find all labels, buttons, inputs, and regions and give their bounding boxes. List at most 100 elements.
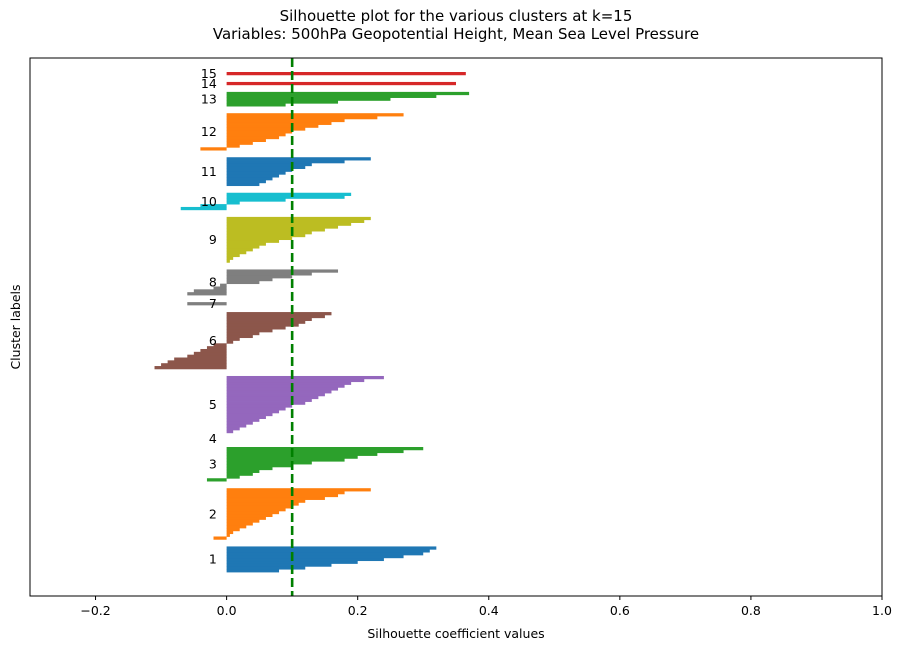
y-axis-label: Cluster labels	[8, 284, 23, 369]
silhouette-bar	[226, 393, 325, 397]
silhouette-bar	[226, 219, 365, 223]
silhouette-bar	[226, 421, 253, 425]
silhouette-bar	[226, 424, 247, 428]
silhouette-bar	[226, 466, 273, 471]
silhouette-bar	[226, 475, 240, 479]
silhouette-bar	[226, 314, 325, 319]
silhouette-bar	[226, 525, 247, 529]
x-axis-label: Silhouette coefficient values	[367, 626, 544, 641]
silhouette-bar	[226, 410, 280, 414]
cluster-label: 8	[209, 275, 217, 290]
silhouette-bar	[174, 357, 227, 361]
x-tick-label: 0.2	[348, 603, 368, 618]
x-tick-label: 0.8	[741, 603, 761, 618]
silhouette-bar	[226, 94, 437, 98]
silhouette-bar	[226, 401, 306, 405]
silhouette-bar	[226, 144, 240, 148]
silhouette-bar	[226, 256, 234, 260]
silhouette-bar	[226, 429, 234, 434]
silhouette-bar	[226, 253, 240, 258]
silhouette-bar	[226, 472, 253, 476]
silhouette-bar	[226, 375, 384, 380]
silhouette-bar	[226, 378, 365, 383]
silhouette-bar	[226, 250, 247, 255]
x-tick-label: 0.0	[217, 603, 237, 618]
silhouette-bar	[226, 225, 339, 229]
silhouette-bar	[226, 469, 260, 473]
silhouette-bar	[226, 192, 352, 196]
silhouette-bar	[226, 510, 280, 515]
silhouette-bar	[226, 127, 306, 131]
silhouette-bar	[226, 560, 358, 564]
silhouette-bar	[226, 493, 339, 498]
cluster-label: 6	[209, 333, 217, 348]
silhouette-bar	[226, 195, 345, 199]
silhouette-bar	[226, 398, 312, 402]
silhouette-bar	[226, 563, 332, 567]
silhouette-bar	[226, 552, 424, 556]
silhouette-bar	[226, 337, 240, 341]
silhouette-bar	[226, 124, 319, 128]
silhouette-bar	[226, 216, 371, 221]
silhouette-bar	[226, 412, 273, 417]
silhouette-bar	[226, 242, 266, 246]
silhouette-bar	[200, 204, 227, 208]
silhouette-bar	[226, 340, 234, 344]
silhouette-bar	[226, 135, 280, 140]
silhouette-bar	[226, 331, 260, 336]
x-tick-label: 0.6	[610, 603, 630, 618]
silhouette-bar	[226, 546, 437, 550]
silhouette-bar	[226, 182, 260, 187]
silhouette-bar	[226, 326, 286, 330]
silhouette-bar	[226, 97, 391, 101]
silhouette-bar	[226, 329, 273, 333]
silhouette-bar	[187, 302, 227, 306]
silhouette-bar	[226, 549, 430, 553]
cluster-label: 9	[209, 232, 217, 247]
silhouette-bar	[200, 348, 227, 353]
silhouette-bar	[226, 233, 306, 238]
cluster-label: 14	[201, 76, 217, 91]
silhouette-bar	[226, 569, 280, 573]
silhouette-bar	[226, 491, 345, 495]
x-tick-label: −0.2	[80, 603, 110, 618]
silhouette-bar	[226, 452, 378, 456]
silhouette-bar	[226, 72, 466, 76]
silhouette-bar	[226, 259, 230, 263]
silhouette-bar	[226, 533, 230, 537]
silhouette-bar	[226, 280, 260, 285]
silhouette-bar	[226, 530, 234, 535]
cluster-label: 3	[209, 457, 217, 472]
silhouette-bar	[226, 174, 280, 178]
cluster-label: 4	[209, 431, 217, 446]
cluster-label: 5	[209, 397, 217, 412]
silhouette-bar	[220, 283, 227, 287]
silhouette-bar	[226, 395, 319, 400]
silhouette-bar	[226, 121, 332, 125]
silhouette-bar	[226, 100, 339, 104]
silhouette-bar	[226, 162, 312, 167]
silhouette-bar	[226, 133, 286, 137]
silhouette-bar	[226, 427, 240, 431]
silhouette-bar	[226, 455, 358, 459]
silhouette-bar	[226, 381, 352, 385]
chart-title-line-1: Silhouette plot for the various clusters…	[280, 7, 633, 25]
x-tick-label: 0.4	[479, 603, 499, 618]
chart-title-line-2: Variables: 500hPa Geopotential Height, M…	[213, 25, 699, 43]
silhouette-bar	[226, 508, 286, 512]
silhouette-bar	[226, 387, 339, 391]
silhouette-bar	[226, 418, 260, 422]
silhouette-bar	[226, 464, 293, 468]
silhouette-bar	[226, 81, 456, 86]
silhouette-bar	[226, 449, 404, 454]
silhouette-bar	[226, 404, 293, 408]
silhouette-bar	[180, 206, 227, 211]
silhouette-bar	[226, 236, 293, 241]
cluster-label: 15	[201, 66, 217, 81]
silhouette-bar	[226, 130, 293, 134]
silhouette-bar	[226, 222, 352, 226]
silhouette-bar	[226, 157, 371, 161]
silhouette-bar	[213, 343, 227, 347]
